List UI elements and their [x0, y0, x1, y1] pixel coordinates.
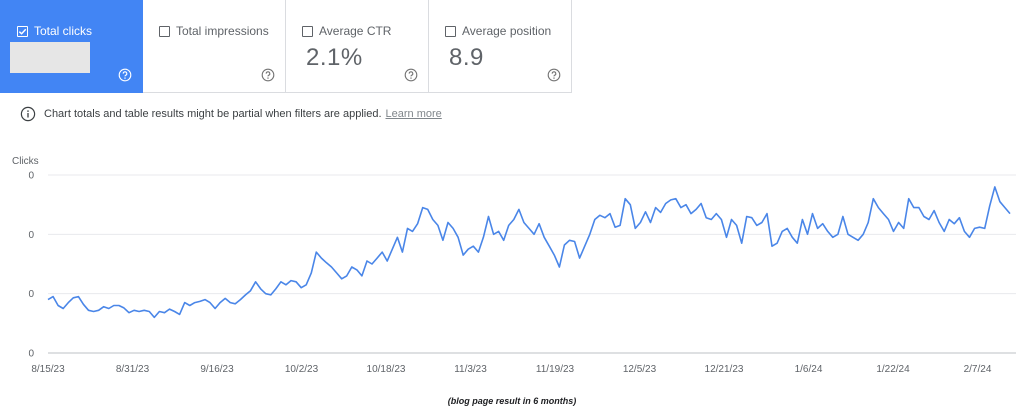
x-tick-label: 12/21/23: [705, 364, 744, 375]
average-ctr-label: Average CTR: [319, 24, 392, 38]
caption: (blog page result in 6 months): [447, 396, 577, 406]
info-icon: [20, 106, 36, 122]
checkbox-unchecked-icon[interactable]: [302, 25, 313, 37]
total-clicks-label: Total clicks: [34, 24, 93, 38]
total-clicks-value-redacted: [10, 42, 90, 73]
help-icon[interactable]: [261, 68, 275, 82]
x-tick-label: 11/3/23: [454, 364, 487, 375]
y-tick-label: 0: [28, 171, 34, 182]
clicks-series-line: [47, 186, 1011, 319]
y-tick-label: 0: [28, 230, 34, 241]
learn-more-link[interactable]: Learn more: [385, 108, 442, 120]
y-axis-label: Clicks: [12, 156, 39, 167]
average-ctr-card[interactable]: Average CTR 2.1%: [286, 0, 429, 93]
x-tick-label: 9/16/23: [200, 364, 234, 375]
total-clicks-card[interactable]: Total clicks: [0, 0, 143, 93]
y-tick-label: 0: [28, 349, 34, 360]
average-position-value: 8.9: [449, 44, 484, 71]
x-tick-label: 1/6/24: [795, 364, 823, 375]
x-tick-label: 1/22/24: [876, 364, 910, 375]
average-position-label: Average position: [462, 24, 552, 38]
checkbox-unchecked-icon[interactable]: [159, 25, 170, 37]
total-impressions-label: Total impressions: [176, 24, 269, 38]
y-tick-label: 0: [28, 289, 34, 300]
help-icon[interactable]: [404, 68, 418, 82]
checkbox-unchecked-icon[interactable]: [445, 25, 456, 37]
average-ctr-value: 2.1%: [306, 44, 363, 71]
metric-cards: Total clicks Total impressions Average C…: [0, 0, 572, 93]
x-tick-label: 8/15/23: [31, 364, 65, 375]
x-tick-label: 8/31/23: [116, 364, 150, 375]
average-position-card[interactable]: Average position 8.9: [429, 0, 572, 93]
help-icon[interactable]: [547, 68, 561, 82]
x-tick-label: 11/19/23: [536, 364, 575, 375]
x-tick-label: 10/18/23: [367, 364, 406, 375]
checkbox-checked-icon[interactable]: [17, 25, 28, 37]
total-impressions-card[interactable]: Total impressions: [143, 0, 286, 93]
clicks-line-chart: Clicks 0 0 0 0 8/15/23 8/31/23 9/16/23 10/2/23 10…: [12, 156, 1016, 375]
x-tick-label: 12/5/23: [623, 364, 657, 375]
x-tick-label: 10/2/23: [285, 364, 319, 375]
filter-notice: Chart totals and table results might be …: [20, 106, 442, 122]
notice-text: Chart totals and table results might be …: [44, 108, 382, 120]
help-icon[interactable]: [118, 68, 132, 82]
x-tick-label: 2/7/24: [964, 364, 992, 375]
